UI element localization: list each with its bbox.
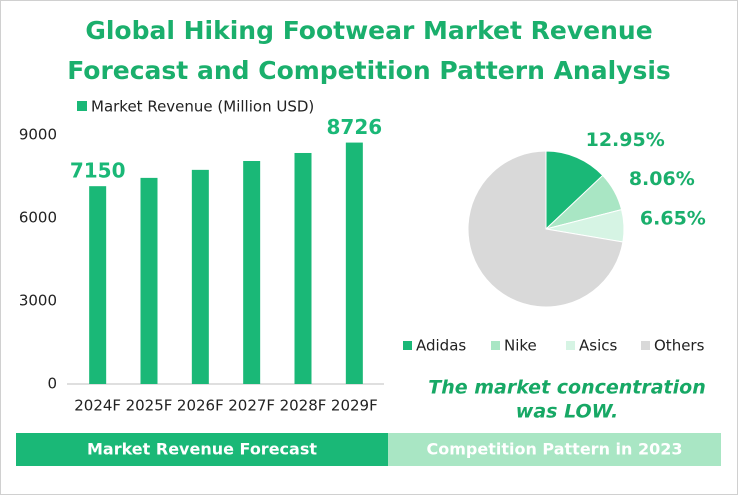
- legend-label: Market Revenue (Million USD): [91, 98, 314, 116]
- footer-label: Competition Pattern in 2023: [427, 440, 683, 459]
- y-tick-label: 3000: [19, 292, 57, 310]
- footer-band: [388, 433, 721, 466]
- legend-swatch: [403, 341, 412, 350]
- y-tick-label: 6000: [19, 209, 57, 227]
- data-label: 12.95%: [586, 129, 665, 151]
- data-label: 6.65%: [640, 208, 706, 230]
- page-title: Global Hiking Footwear Market Revenue Fo…: [67, 16, 671, 85]
- y-tick-label: 9000: [19, 126, 57, 144]
- footer-band: [16, 433, 388, 466]
- x-tick-label: 2025F: [126, 397, 173, 415]
- x-tick-label: 2027F: [228, 397, 275, 415]
- data-label: 8726: [326, 115, 382, 139]
- legend-label: Nike: [504, 337, 537, 355]
- x-tick-label: 2024F: [74, 397, 121, 415]
- pie-slice: [467, 150, 624, 308]
- y-tick-label: 0: [47, 375, 57, 393]
- legend-swatch: [641, 341, 650, 350]
- legend-label: Adidas: [416, 337, 466, 355]
- bar: [140, 177, 158, 384]
- annotation: The market concentration: [428, 377, 706, 399]
- pie-slice: [545, 150, 604, 231]
- x-tick-label: 2026F: [177, 397, 224, 415]
- footer-label: Market Revenue Forecast: [87, 440, 317, 459]
- bar: [345, 142, 363, 384]
- annotation: was LOW.: [516, 401, 618, 423]
- bar: [191, 169, 209, 384]
- x-tick-label: 2028F: [280, 397, 327, 415]
- data-label: 8.06%: [629, 168, 695, 190]
- legend-swatch: [77, 101, 87, 111]
- x-tick-label: 2029F: [331, 397, 378, 415]
- legend-label: Asics: [579, 337, 617, 355]
- legend-swatch: [491, 341, 500, 350]
- legend-label: Others: [654, 337, 705, 355]
- data-label: 7150: [70, 159, 126, 183]
- bar: [243, 161, 261, 384]
- legend-swatch: [566, 341, 575, 350]
- bar: [89, 186, 107, 384]
- bar: [294, 152, 312, 384]
